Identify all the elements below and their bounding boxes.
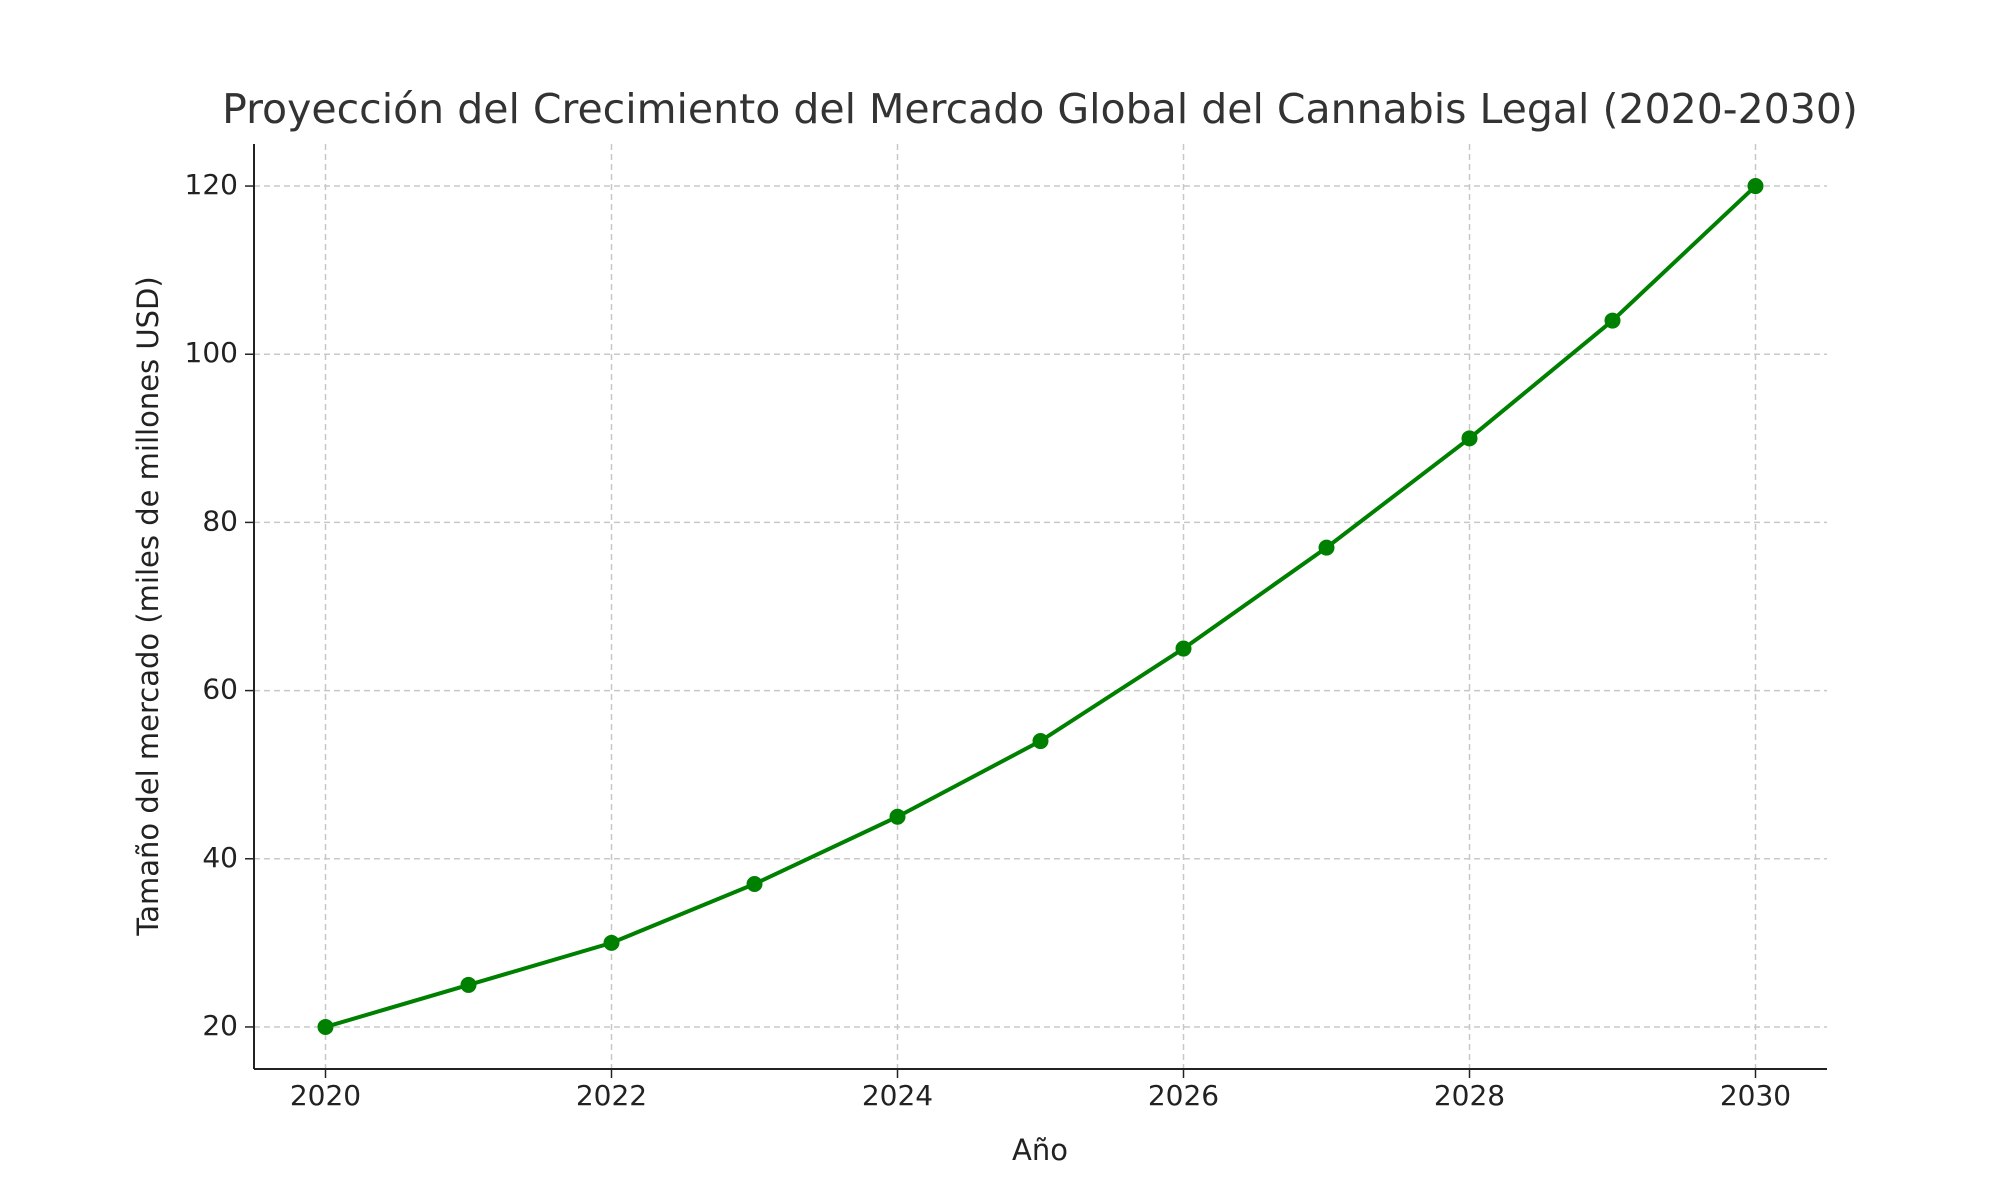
data-point — [889, 808, 906, 825]
data-point — [1604, 312, 1621, 329]
chart-title: Proyección del Crecimiento del Mercado G… — [222, 85, 1858, 133]
data-point — [317, 1018, 334, 1035]
x-tick-label: 2024 — [862, 1079, 933, 1112]
data-point — [1175, 640, 1192, 657]
y-tick-label: 120 — [185, 168, 238, 201]
y-tick-label: 60 — [202, 673, 238, 706]
data-point — [1461, 430, 1478, 447]
data-point — [1032, 733, 1049, 750]
y-tick-label: 40 — [202, 841, 238, 874]
y-tick-label: 80 — [202, 504, 238, 537]
x-tick-label: 2028 — [1434, 1079, 1505, 1112]
data-point — [460, 976, 477, 993]
y-tick-label: 100 — [185, 336, 238, 369]
data-line — [324, 184, 1757, 1029]
x-tick-label: 2026 — [1148, 1079, 1219, 1112]
x-tick-label: 2020 — [290, 1079, 361, 1112]
y-axis-label: Tamaño del mercado (miles de millones US… — [131, 276, 165, 936]
data-point — [603, 934, 620, 951]
data-point — [1747, 178, 1764, 195]
data-point — [1318, 539, 1335, 556]
x-tick-label: 2030 — [1720, 1079, 1791, 1112]
y-tick-label: 20 — [202, 1009, 238, 1042]
x-axis-label: Año — [1012, 1133, 1068, 1167]
x-tick-label: 2022 — [576, 1079, 647, 1112]
data-point — [746, 876, 763, 892]
